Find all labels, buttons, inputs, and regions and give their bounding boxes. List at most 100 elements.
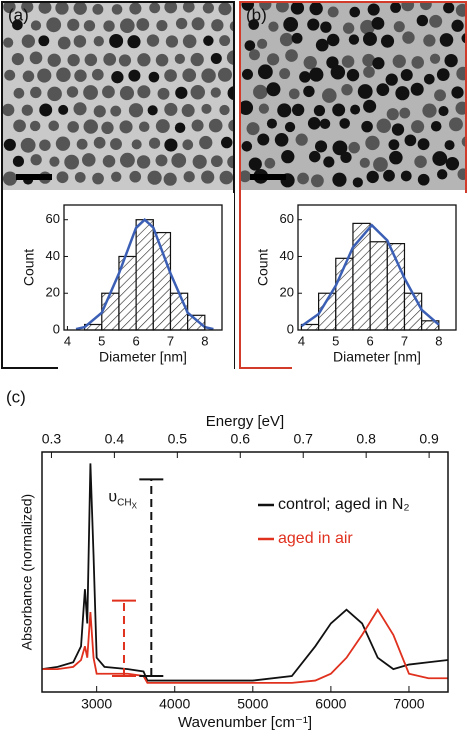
particle <box>332 103 346 117</box>
particle <box>359 157 370 168</box>
particle <box>284 121 296 133</box>
particle <box>73 102 87 116</box>
x2-tick-label: 0.7 <box>293 431 313 447</box>
particle <box>190 52 204 67</box>
particle <box>226 50 233 65</box>
particle <box>21 104 33 116</box>
particle <box>165 35 179 48</box>
particle <box>363 99 377 113</box>
x-axis-title: Wavenumber [cm⁻¹] <box>178 714 312 731</box>
particle <box>217 67 232 82</box>
particle <box>93 36 104 47</box>
particle <box>432 151 448 166</box>
particle <box>348 34 360 45</box>
particle <box>320 21 332 33</box>
bar <box>369 241 388 331</box>
particle <box>362 32 377 46</box>
particle <box>327 6 339 18</box>
particle <box>322 88 337 103</box>
particle <box>30 154 42 166</box>
particle <box>340 151 352 163</box>
particle <box>444 53 458 68</box>
particle <box>66 86 79 98</box>
particle <box>380 34 395 48</box>
particle <box>110 105 122 117</box>
particle <box>291 103 305 117</box>
particle <box>391 123 405 136</box>
particle <box>274 132 289 147</box>
particle <box>268 21 279 32</box>
particle <box>119 18 135 34</box>
particle <box>109 34 124 48</box>
particle <box>220 136 233 149</box>
particle <box>219 35 231 47</box>
particle <box>341 55 355 68</box>
particle <box>146 34 160 47</box>
particle <box>156 20 168 32</box>
tem-image-b <box>241 3 465 190</box>
particle <box>279 32 294 47</box>
particle <box>102 154 116 168</box>
particle <box>241 3 255 11</box>
particle <box>21 34 35 48</box>
particle <box>73 35 87 48</box>
particle <box>136 18 150 31</box>
particle <box>182 3 195 13</box>
particle <box>376 83 390 97</box>
x-tick-label: 8 <box>201 333 208 348</box>
particle <box>362 53 376 67</box>
particle <box>73 3 87 15</box>
particle <box>389 150 403 165</box>
particle <box>147 170 162 185</box>
particle <box>201 103 212 114</box>
particle <box>283 17 299 32</box>
particle <box>438 105 449 117</box>
particle <box>248 19 260 30</box>
particle <box>11 53 24 66</box>
particle <box>155 53 169 67</box>
particle <box>131 139 142 150</box>
particle <box>46 17 62 33</box>
legend-label: control; aged in N₂ <box>278 496 410 513</box>
particle <box>392 54 406 68</box>
y-axis-title: Absorbance (normalized) <box>19 494 35 650</box>
particle <box>402 31 415 44</box>
particle <box>241 100 254 115</box>
x-tick-label: 6 <box>367 333 374 348</box>
particle <box>174 53 185 65</box>
particle <box>93 105 106 118</box>
particle <box>111 4 123 15</box>
particle <box>372 57 385 70</box>
particle <box>29 120 41 132</box>
particle <box>3 103 15 117</box>
particle <box>414 155 427 169</box>
annotation: υCHX <box>108 489 137 511</box>
particle <box>299 71 311 83</box>
bar <box>352 222 371 331</box>
particle <box>210 87 221 98</box>
x2-tick-label: 0.6 <box>231 431 251 447</box>
particle <box>3 37 14 48</box>
particle <box>30 86 42 99</box>
x-axis-title: Diameter [nm] <box>99 349 187 365</box>
particle <box>203 35 214 46</box>
particle <box>111 71 124 84</box>
particle <box>285 49 298 62</box>
particle <box>20 137 36 153</box>
particle <box>290 3 305 15</box>
particle <box>102 85 115 99</box>
particle <box>37 68 52 83</box>
particle <box>444 140 455 151</box>
particle <box>348 141 360 154</box>
particle <box>291 32 303 44</box>
x2-tick-label: 0.8 <box>356 431 376 447</box>
particle <box>371 17 385 30</box>
particle <box>455 101 465 115</box>
x2-tick-label: 0.3 <box>42 431 62 447</box>
particle <box>430 121 442 132</box>
particle <box>183 171 195 183</box>
bar <box>187 314 206 331</box>
particle <box>118 54 132 67</box>
x2-tick-label: 0.4 <box>105 431 125 447</box>
particle <box>175 17 188 30</box>
